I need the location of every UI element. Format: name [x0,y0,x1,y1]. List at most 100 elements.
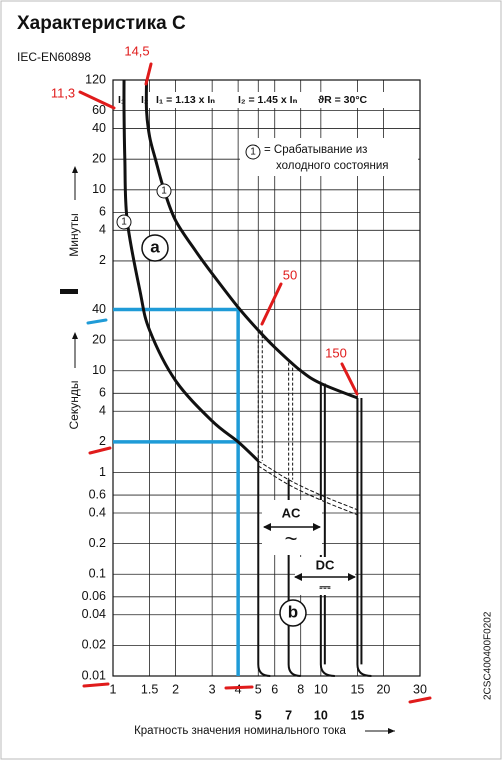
x-tick-label-bold: 15 [350,708,364,722]
y-tick-label: 20 [92,151,106,165]
plot-area: 1206040201064240201064210.60.40.20.10.06… [82,72,427,722]
red-stroke [260,282,283,326]
y-tick-label: 0.2 [89,536,106,550]
region-label: a [150,237,160,256]
trip-line [356,397,372,677]
y-tick-label: 0.04 [82,607,106,621]
x-tick-label: 8 [297,682,304,696]
region-circle [141,234,169,262]
blue-stroke [86,318,108,325]
x-tick-label: 2 [172,682,179,696]
header-text: I₁ = 1.13 x Iₙ [156,94,215,106]
curve-marker-label: 1 [161,186,167,197]
trip-line [319,383,335,677]
red-annotation: 11,3 [51,85,75,100]
y-tick-label: 0.01 [82,668,106,682]
x-tick-label: 3 [209,682,216,696]
x-tick-label: 5 [255,682,262,696]
curve-marker [156,183,172,199]
legend-text: = Срабатывание из [264,144,367,156]
x-axis-label: Кратность значения номинального тока [134,725,346,737]
y-tick-label: 1 [99,465,106,479]
trip-line [287,479,301,677]
red-stroke [82,682,110,688]
red-stroke [340,362,359,396]
y-tick-label: 20 [92,332,106,346]
header-background [114,92,419,108]
y-tick-label: 40 [92,302,106,316]
minute-marker [60,289,78,294]
dc-background [295,557,355,595]
axis-arrow-head [72,166,78,173]
x-tick-label-bold: 10 [314,708,328,722]
legend-marker: 1 [250,147,256,158]
y-tick-label: 10 [92,363,106,377]
curve-dashed [258,460,358,511]
trip-line-dashed [288,362,294,480]
x-tick-label: 6 [271,682,278,696]
x-tick-label: 1 [110,682,117,696]
red-stroke [144,62,153,86]
curve-marker [116,214,132,230]
red-annotation: 50 [283,267,297,282]
x-tick-label: 1.5 [141,682,158,696]
x-tick-label: 30 [413,682,427,696]
red-stroke [78,90,116,110]
region-circle [279,599,307,627]
header-text: I₁ [118,94,125,106]
region-label: b [288,602,298,621]
curve-marker-label: 1 [121,217,127,228]
x-tick-label-bold: 7 [285,708,292,722]
dc-label: DC [316,557,335,572]
y-tick-label: 0.02 [82,638,106,652]
header-text: I₂ = 1.45 x Iₙ [238,94,298,106]
curve-dashed [258,465,358,516]
legend-text: холодного состояния [276,160,389,172]
y-tick-label: 10 [92,182,106,196]
chart-title: Характеристика С [17,13,186,34]
y-tick-label: 4 [99,223,106,237]
x-tick-label: 10 [314,682,328,696]
y-tick-label: 60 [92,103,106,117]
code-label: 2CSC400400F0202 [483,611,494,700]
y-tick-label: 6 [99,205,106,219]
y-axis-label-minutes: Минуты [67,213,81,256]
red-stroke [224,685,254,690]
x-tick-label: 4 [235,682,242,696]
y-tick-label: 0.1 [89,567,106,581]
plot-background [113,80,420,676]
axis-arrow-head [388,728,395,734]
y-tick-label: 120 [85,72,106,86]
y-tick-label: 2 [99,253,106,267]
y-axis-label-seconds: Секунды [67,381,81,430]
red-annotation: 14,5 [124,43,149,58]
dc-symbol: ⎓ [319,579,331,595]
ac-symbol: ~ [285,526,298,551]
axis-arrow-head [72,332,78,339]
y-tick-label: 6 [99,386,106,400]
y-tick-label: 2 [99,434,106,448]
header-text: ϑR = 30°C [318,94,368,106]
red-annotation: 150 [325,345,347,360]
legend-background [240,138,418,176]
x-tick-label: 20 [376,682,390,696]
y-tick-label: 0.6 [89,487,106,501]
red-stroke [408,696,432,704]
subtitle: IEC-EN60898 [17,50,91,64]
y-tick-label: 0.06 [82,589,106,603]
ac-label: AC [282,505,301,520]
y-tick-label: 0.4 [89,505,106,519]
x-tick-label-bold: 5 [255,708,262,722]
decorations: 1 = Срабатывание из холодного состояния 1 1 a… [51,43,432,704]
trip-line-dashed [257,330,263,461]
y-tick-label: 40 [92,121,106,135]
legend-marker-circle [245,144,261,160]
curve [144,79,358,400]
y-tick-label: 4 [99,404,106,418]
red-stroke [88,446,112,455]
curve [122,79,260,462]
x-tick-label: 15 [350,682,364,696]
trip-line [257,460,271,677]
